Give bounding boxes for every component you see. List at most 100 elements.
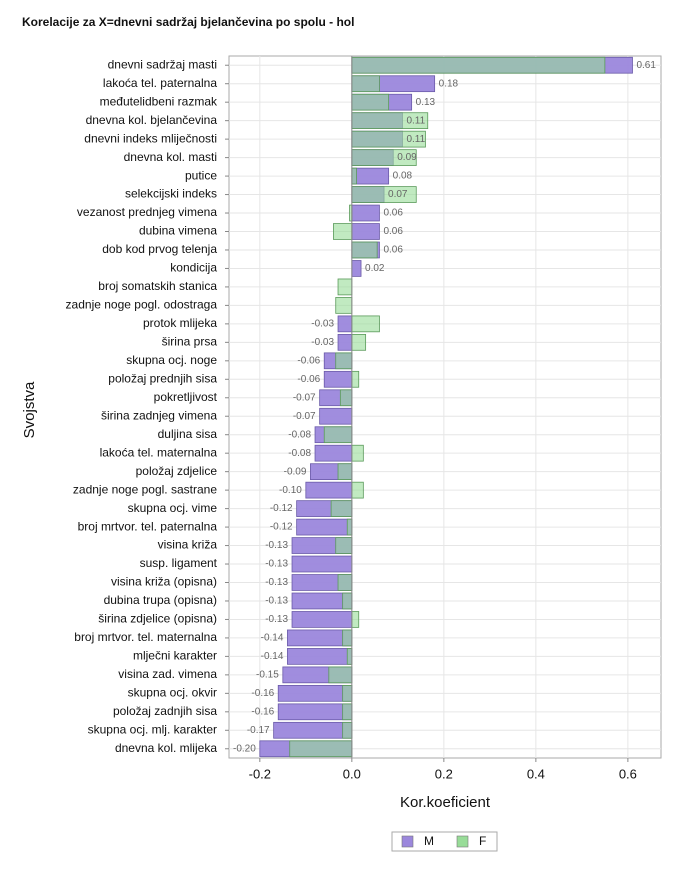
y-tick-label: širina prsa <box>162 335 218 349</box>
y-tick-label: dnevni sadržaj masti <box>108 57 217 71</box>
x-tick-label: -0.2 <box>249 766 271 781</box>
data-label: -0.15 <box>256 670 279 681</box>
x-tick-label: 0.6 <box>619 766 637 781</box>
y-tick-label: dnevni indeks mliječnosti <box>84 131 217 145</box>
x-axis-label: Kor.koeficient <box>400 794 491 811</box>
bar <box>351 167 390 185</box>
y-tick-label: broj mrtvor. tel. maternalna <box>74 630 217 644</box>
bar <box>351 333 367 351</box>
data-label: -0.03 <box>311 337 334 348</box>
data-label: -0.13 <box>265 540 288 551</box>
bar <box>342 684 353 702</box>
y-tick-label: skupna ocj. okvir <box>128 686 217 700</box>
data-label: 0.13 <box>416 97 436 108</box>
y-tick-label: kondicija <box>170 261 217 275</box>
data-label: 0.06 <box>383 245 403 256</box>
bar <box>351 260 362 277</box>
y-tick-label: mlječni karakter <box>133 649 217 663</box>
bar <box>330 500 353 517</box>
data-label: 0.11 <box>406 134 425 145</box>
bar <box>291 611 353 628</box>
bar <box>337 315 353 333</box>
bar <box>351 75 380 93</box>
data-label: -0.09 <box>284 466 307 477</box>
data-label: -0.17 <box>247 725 270 736</box>
y-tick-label: visina križa (opisna) <box>111 575 217 589</box>
bar <box>351 481 364 499</box>
bar <box>351 204 380 222</box>
bar <box>351 315 380 333</box>
y-tick-label: položaj zdjelice <box>136 464 218 478</box>
y-tick-label: visina zad. vimena <box>118 667 217 681</box>
bar <box>323 426 353 444</box>
bar <box>328 666 353 684</box>
y-tick-label: dnevna kol. masti <box>124 150 217 164</box>
bar <box>337 333 353 351</box>
bar <box>333 223 353 240</box>
y-tick-label: protok mlijeka <box>143 316 217 330</box>
y-tick-label: putice <box>185 168 217 182</box>
legend-box <box>391 831 498 852</box>
data-label: 0.08 <box>393 171 413 182</box>
y-tick-label: dob kod prvog telenja <box>102 242 217 256</box>
bar <box>351 223 380 240</box>
bar <box>342 703 353 721</box>
bar <box>273 721 353 739</box>
y-tick-label: skupna ocj. vime <box>128 501 218 515</box>
bar <box>339 389 353 407</box>
y-axis-label: Svojstva <box>21 381 38 438</box>
legend-label: M <box>424 834 434 848</box>
y-tick-label: lakoća tel. maternalna <box>100 445 218 459</box>
y-tick-label: širina zadnjeg vimena <box>101 408 217 422</box>
y-tick-label: selekcijski indeks <box>125 187 217 201</box>
y-tick-label: dnevna kol. bjelančevina <box>86 113 218 127</box>
data-label: -0.16 <box>251 688 274 699</box>
bar <box>351 444 364 462</box>
bar <box>335 537 353 554</box>
bar <box>287 648 353 665</box>
y-tick-label: lakoća tel. paternalna <box>103 76 217 90</box>
legend-swatch <box>456 835 469 848</box>
y-tick-label: duljina sisa <box>158 427 218 441</box>
bar <box>342 721 353 739</box>
bar <box>305 481 353 499</box>
y-tick-label: skupna ocj. mlj. karakter <box>88 722 217 736</box>
y-tick-label: položaj zadnjih sisa <box>113 704 217 718</box>
x-tick-label: 0.2 <box>435 766 453 781</box>
data-label: 0.06 <box>383 226 403 237</box>
y-tick-label: zadnje noge pogl. sastrane <box>73 482 217 496</box>
data-label: -0.08 <box>288 448 311 459</box>
data-label: 0.61 <box>636 60 656 71</box>
data-label: -0.14 <box>261 651 284 662</box>
bar <box>337 278 353 296</box>
bar <box>335 352 353 370</box>
bar <box>337 574 353 591</box>
bar <box>346 518 353 536</box>
x-tick-label: 0.4 <box>527 766 545 781</box>
data-label: -0.13 <box>265 559 288 570</box>
data-label: -0.12 <box>270 522 293 533</box>
bar <box>319 407 353 425</box>
y-tick-label: zadnje noge pogl. odostraga <box>66 298 218 312</box>
data-label: 0.09 <box>397 152 417 163</box>
y-tick-label: susp. ligament <box>140 556 218 570</box>
bar <box>323 370 353 388</box>
data-label: -0.07 <box>293 411 316 422</box>
data-label: -0.20 <box>233 743 256 754</box>
bar <box>335 297 353 314</box>
legend-label: F <box>479 834 486 848</box>
y-tick-label: pokretljivost <box>154 390 218 404</box>
data-label: 0.06 <box>383 208 403 219</box>
y-tick-label: visina križa <box>158 538 218 552</box>
data-label: -0.06 <box>297 374 320 385</box>
bar <box>277 684 353 702</box>
bar <box>351 56 606 74</box>
bar <box>277 703 353 721</box>
bar <box>351 167 357 185</box>
bar <box>351 370 360 388</box>
y-tick-label: broj somatskih stanica <box>98 279 217 293</box>
bar <box>296 518 353 536</box>
bar <box>346 648 353 665</box>
data-label: -0.16 <box>251 706 274 717</box>
